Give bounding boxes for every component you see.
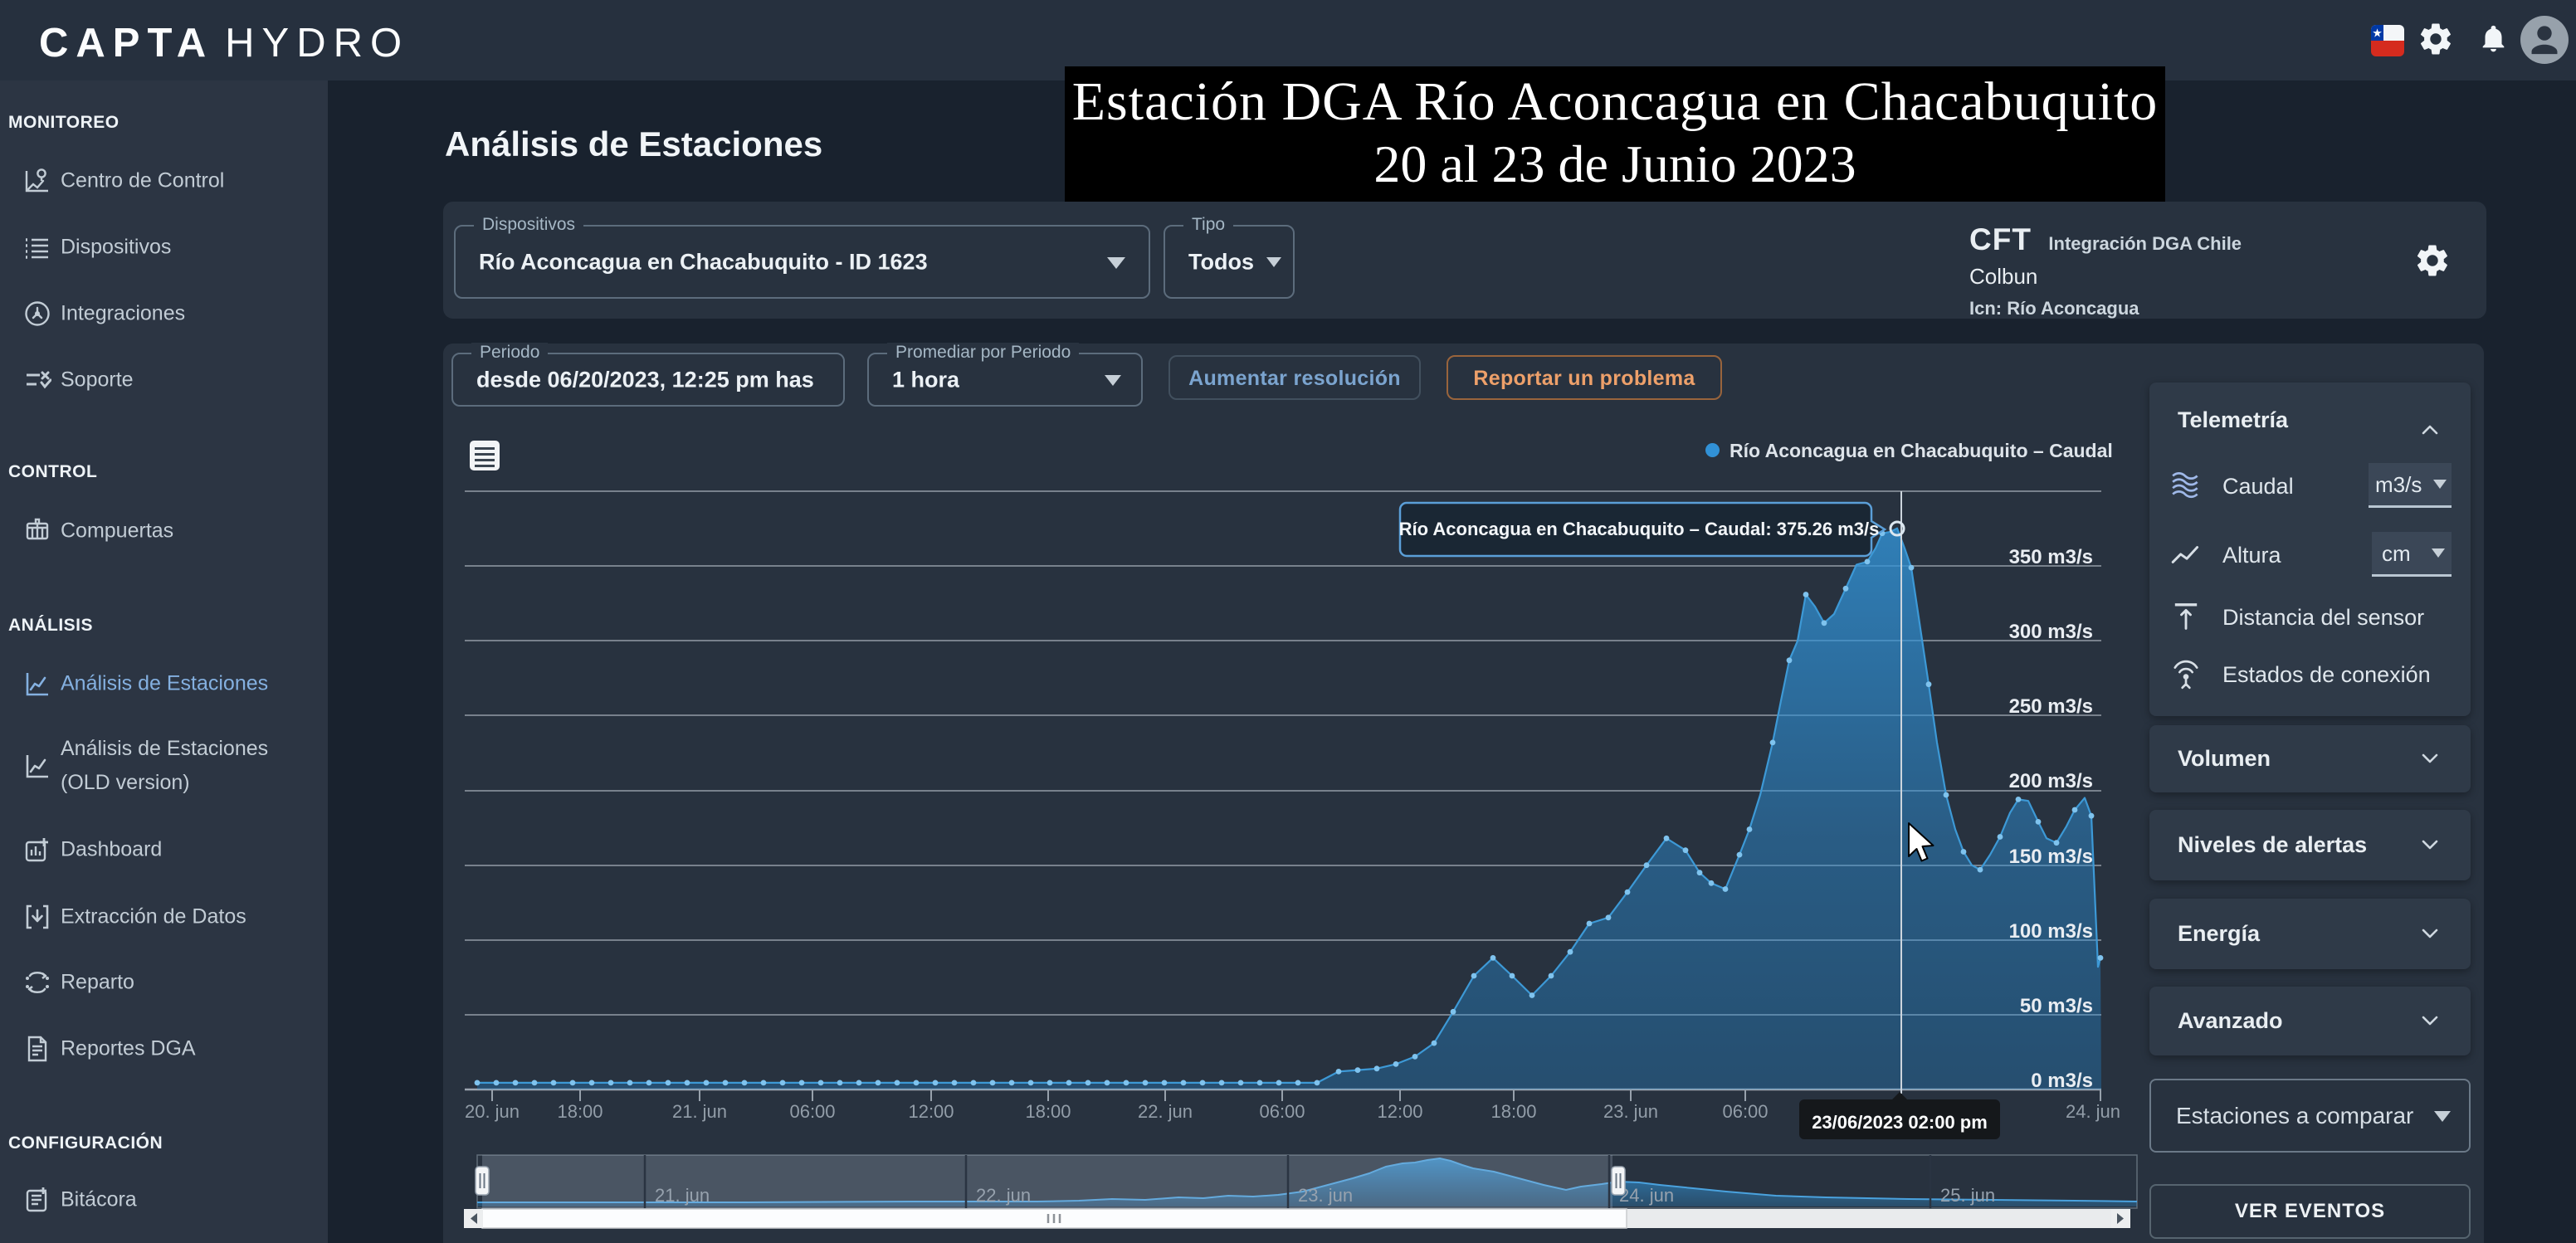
svg-text:21. jun: 21. jun bbox=[655, 1185, 710, 1206]
svg-text:25. jun: 25. jun bbox=[1940, 1185, 1995, 1206]
svg-text:22. jun: 22. jun bbox=[976, 1185, 1031, 1206]
svg-text:350 m3/s: 350 m3/s bbox=[2009, 546, 2093, 568]
svg-text:23/06/2023 02:00 pm: 23/06/2023 02:00 pm bbox=[1812, 1112, 1988, 1133]
svg-text:Río Aconcagua en Chacabuquito: Río Aconcagua en Chacabuquito – Caudal: … bbox=[1399, 519, 1880, 539]
svg-text:★: ★ bbox=[2372, 27, 2383, 40]
svg-text:23. jun: 23. jun bbox=[1298, 1185, 1353, 1206]
svg-text:18:00: 18:00 bbox=[1025, 1101, 1071, 1122]
svg-text:24. jun: 24. jun bbox=[1619, 1185, 1674, 1206]
svg-text:0 m3/s: 0 m3/s bbox=[2031, 1070, 2093, 1092]
svg-text:24. jun: 24. jun bbox=[2066, 1101, 2120, 1122]
svg-text:06:00: 06:00 bbox=[1722, 1101, 1768, 1122]
svg-text:06:00: 06:00 bbox=[1259, 1101, 1305, 1122]
svg-text:150 m3/s: 150 m3/s bbox=[2009, 846, 2093, 868]
svg-text:300 m3/s: 300 m3/s bbox=[2009, 621, 2093, 643]
svg-text:20. jun: 20. jun bbox=[465, 1101, 520, 1122]
svg-text:21. jun: 21. jun bbox=[672, 1101, 727, 1122]
svg-text:22. jun: 22. jun bbox=[1138, 1101, 1193, 1122]
svg-text:23. jun: 23. jun bbox=[1603, 1101, 1658, 1122]
svg-text:12:00: 12:00 bbox=[908, 1101, 954, 1122]
svg-text:250 m3/s: 250 m3/s bbox=[2009, 695, 2093, 718]
svg-text:200 m3/s: 200 m3/s bbox=[2009, 770, 2093, 792]
svg-text:06:00: 06:00 bbox=[789, 1101, 835, 1122]
svg-text:50 m3/s: 50 m3/s bbox=[2020, 995, 2093, 1017]
svg-text:12:00: 12:00 bbox=[1377, 1101, 1422, 1122]
svg-text:100 m3/s: 100 m3/s bbox=[2009, 920, 2093, 943]
svg-text:18:00: 18:00 bbox=[1490, 1101, 1536, 1122]
svg-text:18:00: 18:00 bbox=[557, 1101, 603, 1122]
